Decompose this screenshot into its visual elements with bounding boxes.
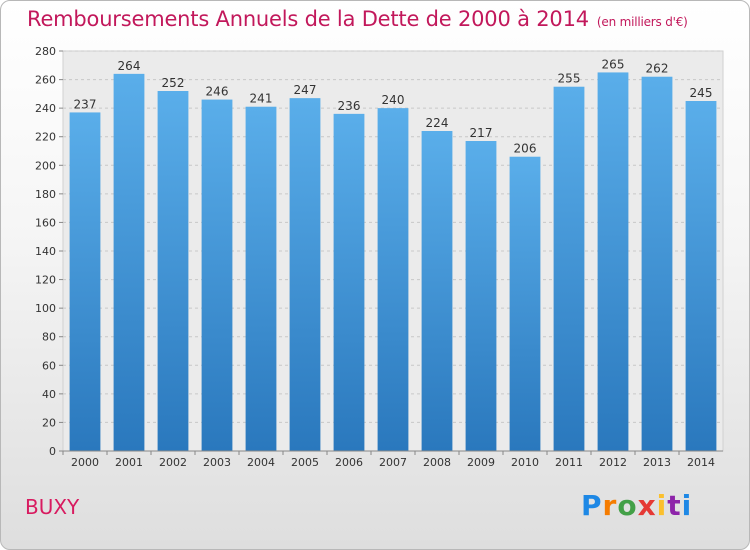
x-tick-label: 2008 bbox=[423, 456, 451, 469]
x-tick-label: 2001 bbox=[115, 456, 143, 469]
bar bbox=[201, 99, 233, 452]
x-tick-label: 2009 bbox=[467, 456, 495, 469]
bar bbox=[245, 106, 277, 451]
x-tick-label: 2000 bbox=[71, 456, 99, 469]
bar bbox=[157, 91, 189, 451]
data-label: 240 bbox=[382, 93, 405, 107]
bar bbox=[69, 112, 101, 451]
bar bbox=[553, 86, 585, 451]
y-tick-label: 120 bbox=[35, 274, 56, 287]
x-tick-label: 2011 bbox=[555, 456, 583, 469]
data-label: 241 bbox=[250, 92, 273, 106]
bar bbox=[641, 76, 673, 451]
x-tick-label: 2013 bbox=[643, 456, 671, 469]
bar bbox=[289, 98, 321, 452]
data-label: 217 bbox=[470, 126, 493, 140]
y-tick-label: 100 bbox=[35, 302, 56, 315]
bar bbox=[113, 73, 145, 451]
x-tick-label: 2002 bbox=[159, 456, 187, 469]
data-label: 224 bbox=[426, 116, 449, 130]
bars bbox=[69, 72, 717, 452]
data-label: 265 bbox=[602, 57, 625, 71]
proxiti-logo: Proxiti bbox=[581, 489, 693, 522]
bar bbox=[685, 101, 717, 451]
bar bbox=[333, 113, 365, 451]
y-tick-label: 220 bbox=[35, 131, 56, 144]
y-tick-label: 180 bbox=[35, 188, 56, 201]
data-label: 246 bbox=[206, 85, 229, 99]
y-tick-label: 0 bbox=[49, 445, 56, 458]
bar bbox=[597, 72, 629, 451]
x-tick-label: 2012 bbox=[599, 456, 627, 469]
y-tick-label: 20 bbox=[42, 416, 56, 429]
data-labels: 237 264 252 246 241 247 236 240 224 217 206 255 265 2… bbox=[74, 57, 713, 155]
x-tick-label: 2014 bbox=[687, 456, 715, 469]
y-tick-label: 60 bbox=[42, 359, 56, 372]
data-label: 247 bbox=[294, 83, 317, 97]
bar bbox=[509, 156, 541, 451]
bar bbox=[465, 141, 497, 451]
y-tick-label: 40 bbox=[42, 388, 56, 401]
data-label: 252 bbox=[162, 76, 185, 90]
data-label: 264 bbox=[118, 59, 141, 73]
data-label: 262 bbox=[646, 62, 669, 76]
y-axis-ticks: 0 20 40 60 80 100 120 140 160 180 200 220 240 260 280 bbox=[35, 45, 63, 458]
y-tick-label: 260 bbox=[35, 74, 56, 87]
x-tick-label: 2007 bbox=[379, 456, 407, 469]
x-tick-label: 2004 bbox=[247, 456, 275, 469]
bar bbox=[377, 108, 409, 452]
data-label: 255 bbox=[558, 72, 581, 86]
x-axis-ticks: 2000 2001 2002 2003 2004 2005 2006 2007 2008 2009… bbox=[62, 451, 715, 469]
chart-title-text: Remboursements Annuels de la Dette de 20… bbox=[27, 7, 589, 31]
y-tick-label: 140 bbox=[35, 245, 56, 258]
y-tick-label: 160 bbox=[35, 216, 56, 229]
y-tick-label: 80 bbox=[42, 331, 56, 344]
chart-subtitle: (en milliers d'€) bbox=[596, 15, 688, 29]
x-tick-label: 2003 bbox=[203, 456, 231, 469]
x-tick-label: 2010 bbox=[511, 456, 539, 469]
data-label: 206 bbox=[514, 142, 537, 156]
y-tick-label: 200 bbox=[35, 159, 56, 172]
data-label: 237 bbox=[74, 97, 97, 111]
data-label: 245 bbox=[690, 86, 713, 100]
bar bbox=[421, 131, 453, 451]
x-tick-label: 2006 bbox=[335, 456, 363, 469]
chart-title: Remboursements Annuels de la Dette de 20… bbox=[27, 7, 688, 31]
x-tick-label: 2005 bbox=[291, 456, 319, 469]
commune-name: BUXY bbox=[25, 495, 80, 519]
y-tick-label: 240 bbox=[35, 102, 56, 115]
data-label: 236 bbox=[338, 99, 361, 113]
y-tick-label: 280 bbox=[35, 45, 56, 58]
